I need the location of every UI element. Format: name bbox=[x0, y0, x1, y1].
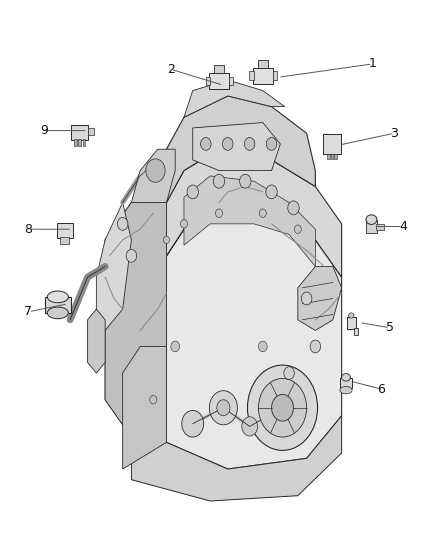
Bar bbox=[258, 60, 268, 68]
Polygon shape bbox=[184, 80, 285, 117]
Bar bbox=[331, 154, 333, 159]
Text: 3: 3 bbox=[390, 127, 398, 140]
Polygon shape bbox=[193, 123, 280, 171]
Text: 4: 4 bbox=[399, 220, 407, 233]
Bar bbox=[214, 65, 224, 73]
Polygon shape bbox=[184, 176, 315, 266]
Text: 6: 6 bbox=[377, 383, 385, 395]
Ellipse shape bbox=[342, 374, 350, 381]
Circle shape bbox=[182, 410, 204, 437]
Bar bbox=[71, 125, 88, 140]
Bar bbox=[60, 237, 69, 244]
Circle shape bbox=[247, 365, 318, 450]
Bar bbox=[366, 220, 377, 233]
Bar bbox=[74, 139, 77, 146]
Circle shape bbox=[244, 138, 255, 150]
Polygon shape bbox=[123, 346, 166, 469]
Circle shape bbox=[171, 341, 180, 352]
Polygon shape bbox=[166, 96, 315, 203]
Circle shape bbox=[259, 209, 266, 217]
Text: 8: 8 bbox=[25, 223, 32, 236]
Circle shape bbox=[242, 417, 258, 436]
Bar bbox=[354, 328, 358, 335]
Circle shape bbox=[213, 174, 225, 188]
Bar bbox=[206, 77, 210, 85]
Text: 5: 5 bbox=[386, 321, 394, 334]
Bar bbox=[250, 71, 254, 80]
Circle shape bbox=[126, 249, 137, 262]
Circle shape bbox=[258, 378, 307, 437]
Bar bbox=[376, 224, 384, 230]
Bar bbox=[327, 154, 330, 159]
Bar bbox=[88, 128, 94, 135]
Polygon shape bbox=[131, 149, 175, 203]
Circle shape bbox=[240, 174, 251, 188]
Text: 7: 7 bbox=[25, 305, 32, 318]
Ellipse shape bbox=[366, 215, 377, 224]
Circle shape bbox=[163, 236, 170, 244]
Bar bbox=[253, 68, 272, 84]
Ellipse shape bbox=[47, 307, 68, 319]
Ellipse shape bbox=[340, 386, 352, 394]
Circle shape bbox=[266, 138, 277, 150]
Bar bbox=[323, 134, 341, 154]
Bar bbox=[209, 73, 229, 89]
Bar bbox=[83, 139, 85, 146]
Text: 9: 9 bbox=[40, 124, 48, 137]
Polygon shape bbox=[88, 309, 105, 373]
Bar bbox=[57, 223, 73, 238]
Bar bbox=[272, 71, 277, 80]
Bar bbox=[78, 139, 81, 146]
Polygon shape bbox=[131, 416, 342, 501]
Bar bbox=[347, 317, 356, 329]
Bar bbox=[229, 77, 233, 85]
Polygon shape bbox=[105, 203, 166, 442]
Text: 2: 2 bbox=[167, 63, 175, 76]
Polygon shape bbox=[298, 266, 342, 330]
Circle shape bbox=[288, 201, 299, 215]
Circle shape bbox=[284, 367, 294, 379]
Circle shape bbox=[294, 225, 301, 233]
Circle shape bbox=[215, 209, 223, 217]
Circle shape bbox=[150, 395, 157, 404]
Circle shape bbox=[217, 400, 230, 416]
Polygon shape bbox=[96, 203, 131, 330]
Circle shape bbox=[266, 185, 277, 199]
Circle shape bbox=[301, 292, 312, 305]
Bar bbox=[334, 154, 337, 159]
Ellipse shape bbox=[47, 291, 68, 303]
Circle shape bbox=[146, 159, 165, 182]
Ellipse shape bbox=[349, 313, 354, 318]
Circle shape bbox=[272, 394, 293, 421]
Circle shape bbox=[310, 340, 321, 353]
Circle shape bbox=[187, 185, 198, 199]
Bar bbox=[45, 297, 71, 313]
Polygon shape bbox=[166, 149, 342, 277]
Circle shape bbox=[201, 138, 211, 150]
Circle shape bbox=[117, 217, 128, 230]
Circle shape bbox=[223, 138, 233, 150]
Circle shape bbox=[258, 341, 267, 352]
Polygon shape bbox=[166, 213, 342, 469]
Bar bbox=[340, 378, 352, 388]
Circle shape bbox=[180, 220, 187, 228]
Circle shape bbox=[209, 391, 237, 425]
Polygon shape bbox=[105, 203, 184, 442]
Text: 1: 1 bbox=[368, 58, 376, 70]
